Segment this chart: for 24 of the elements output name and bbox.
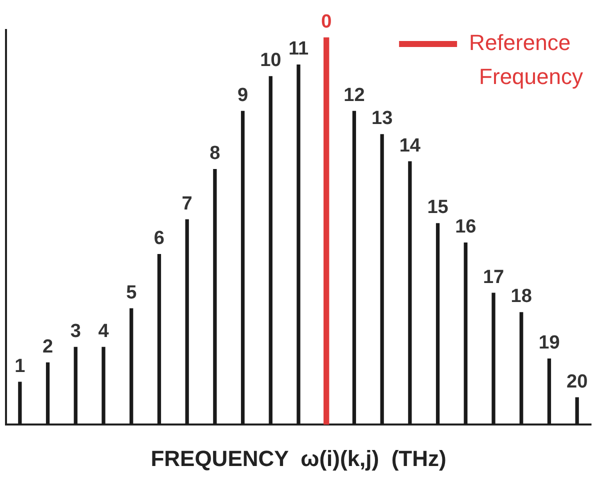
x-tick-label: 7 [182, 193, 192, 214]
x-tick-label: 8 [210, 143, 220, 164]
bar [324, 37, 330, 425]
x-tick-label: 16 [455, 216, 476, 238]
x-tick-label: 11 [288, 38, 309, 60]
x-tick-label: 17 [482, 266, 504, 288]
x-tick-label: 13 [372, 108, 393, 130]
x-tick-label: 3 [70, 320, 81, 342]
x-tick-label: 4 [98, 320, 110, 342]
x-tick-label: 19 [538, 332, 560, 354]
x-tick-label: 0 [321, 11, 332, 32]
x-tick-label: 15 [427, 197, 449, 218]
x-tick-label: 12 [344, 84, 365, 106]
x-tick-label: 1 [14, 356, 26, 377]
x-tick-label: 9 [237, 84, 248, 106]
x-tick-label: 20 [566, 371, 588, 392]
x-tick-label: 2 [42, 336, 54, 358]
x-tick-label: 10 [260, 50, 282, 72]
x-tick-label: 5 [126, 282, 138, 304]
x-tick-label: 18 [510, 286, 532, 308]
legend-label: Reference Frequency [469, 30, 584, 90]
x-axis-title: FREQUENCY ω(i)(k,j) (THz) [150, 446, 446, 471]
x-tick-label: 6 [154, 228, 165, 250]
x-tick-label: 14 [399, 135, 421, 156]
